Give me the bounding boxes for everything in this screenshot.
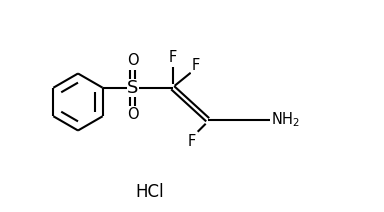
Text: O: O [127, 107, 139, 122]
Text: S: S [127, 79, 138, 97]
Text: O: O [127, 53, 139, 68]
Text: HCl: HCl [135, 183, 164, 201]
Text: F: F [169, 50, 177, 65]
Text: NH$_2$: NH$_2$ [271, 110, 300, 129]
Text: F: F [192, 58, 200, 73]
Text: F: F [187, 134, 196, 149]
